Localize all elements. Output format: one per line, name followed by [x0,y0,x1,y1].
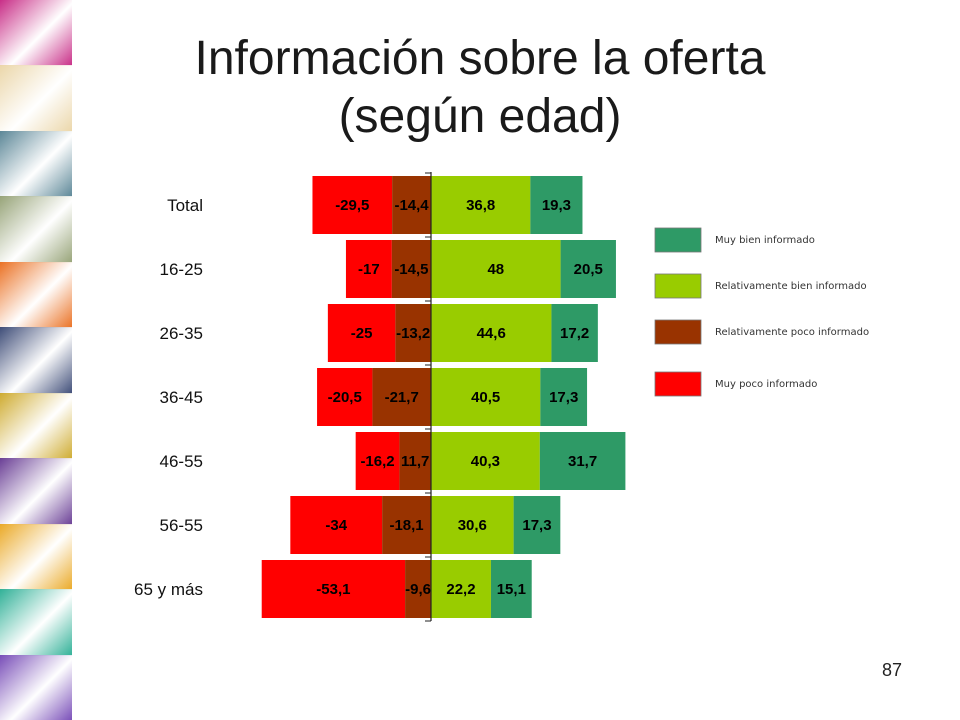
bar-muy-bien-informado [490,560,532,618]
data-label-relativamente-bien: 40,3 [471,453,500,470]
bar-muy-poco-informado [317,368,373,426]
data-label-relativamente-bien: 36,8 [466,197,495,214]
bar-relativamente-poco-informado [399,432,431,490]
bar-relativamente-bien-informado [431,304,552,362]
photo-tile-red-balloon [0,654,72,720]
photo-sidebar [0,0,72,720]
data-label-muy-bien: 19,3 [542,197,571,214]
bar-muy-bien-informado [539,432,626,490]
category-label: Total [167,196,203,215]
category-label: 46-55 [160,452,203,471]
legend-muy-bien-informado-swatch [654,227,702,253]
data-label-relativamente-poco: -21,7 [385,389,419,406]
data-label-relativamente-poco: -14,4 [394,197,429,214]
bar-relativamente-poco-informado [392,176,431,234]
data-label-muy-poco: -53,1 [316,581,350,598]
bar-muy-bien-informado [540,368,588,426]
data-label-muy-poco: -34 [325,517,347,534]
bar-muy-poco-informado [327,304,396,362]
bar-relativamente-poco-informado [405,560,431,618]
bar-muy-bien-informado [551,304,598,362]
slide-title: Información sobre la oferta (según edad) [100,30,860,146]
data-label-muy-poco: -16,2 [360,453,394,470]
bar-muy-bien-informado [530,176,583,234]
data-label-muy-bien: 17,3 [522,517,551,534]
bar-relativamente-bien-informado [431,240,561,298]
bar-muy-bien-informado [513,496,561,554]
photo-tile-stage-lights [0,130,72,198]
data-label-muy-poco: -25 [351,325,373,342]
bar-relativamente-poco-informado [395,304,431,362]
data-label-muy-bien: 17,3 [549,389,578,406]
data-label-relativamente-bien: 44,6 [477,325,506,342]
bar-relativamente-bien-informado [431,432,540,490]
photo-tile-concert-blue [0,327,72,394]
photo-tile-cameraman [0,589,72,656]
title-line-1: Información sobre la oferta [194,32,766,85]
bar-relativamente-bien-informado [431,496,514,554]
data-label-relativamente-bien: 48 [487,261,504,278]
category-label: 16-25 [160,260,203,279]
category-label: 65 y más [134,580,203,599]
bar-relativamente-bien-informado [431,560,491,618]
bar-muy-poco-informado [345,240,392,298]
category-label: 56-55 [160,516,203,535]
category-label: 36-45 [160,388,203,407]
data-label-relativamente-poco: -14,5 [394,261,428,278]
legend-muy-poco-informado-swatch [654,371,702,397]
data-label-relativamente-poco: 11,7 [401,453,429,470]
legend-relativamente-poco-informado-label: Relativamente poco informado [715,327,869,338]
bar-relativamente-poco-informado [382,496,431,554]
photo-tile-dancers [0,458,72,525]
bar-relativamente-bien-informado [431,176,531,234]
data-label-relativamente-poco: -18,1 [389,517,423,534]
data-label-relativamente-bien: 40,5 [471,389,500,406]
bar-muy-bien-informado [560,240,616,298]
data-label-muy-bien: 20,5 [574,261,603,278]
photo-tile-orange-show [0,261,72,329]
bar-muy-poco-informado [290,496,383,554]
bar-muy-poco-informado [312,176,393,234]
photo-tile-saxophone [0,392,72,460]
data-label-muy-poco: -29,5 [335,197,369,214]
page-number: 87 [881,660,902,680]
photo-tile-fire-show [0,523,72,591]
bar-relativamente-bien-informado [431,368,541,426]
legend-relativamente-bien-informado-swatch [654,273,702,299]
bar-relativamente-poco-informado [372,368,431,426]
data-label-relativamente-bien: 30,6 [458,517,487,534]
data-label-muy-bien: 31,7 [568,453,597,470]
category-label: 26-35 [160,324,203,343]
data-label-muy-bien: 15,1 [497,581,526,598]
legend-relativamente-bien-informado-label: Relativamente bien informado [715,281,867,292]
photo-tile-bicycle [0,65,72,132]
bar-muy-poco-informado [355,432,400,490]
data-label-relativamente-poco: -13,2 [396,325,430,342]
legend-relativamente-poco-informado-swatch [654,319,702,345]
photo-tile-performer-pink [0,0,72,67]
data-label-relativamente-bien: 22,2 [446,581,475,598]
legend-muy-poco-informado-label: Muy poco informado [715,379,817,390]
data-label-muy-poco: -20,5 [328,389,362,406]
bar-muy-poco-informado [261,560,406,618]
data-label-muy-bien: 17,2 [560,325,589,342]
title-line-2: (según edad) [338,90,622,143]
bar-relativamente-poco-informado [391,240,431,298]
data-label-muy-poco: -17 [358,261,380,278]
photo-tile-crowd [0,196,72,263]
data-label-relativamente-poco: -9,6 [405,581,431,598]
legend-muy-bien-informado-label: Muy bien informado [715,235,815,246]
